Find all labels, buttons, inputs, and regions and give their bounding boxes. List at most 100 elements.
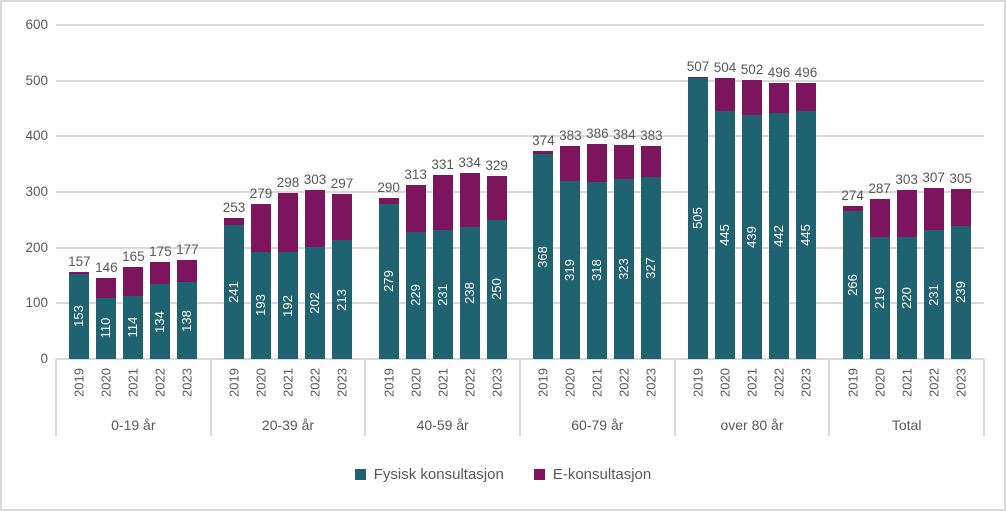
bar-segment-fysisk: [769, 112, 789, 359]
x-axis-year-label: 2023: [179, 368, 195, 397]
x-axis-year-label: 2019: [381, 368, 397, 397]
x-axis-year-label: 2021: [435, 368, 451, 397]
bar-total-label: 334: [458, 155, 481, 171]
bar-segment-e-konsultasjon: [432, 174, 453, 231]
bar-value-label: 445: [717, 224, 732, 246]
bar-segment-e-konsultasjon: [305, 190, 325, 247]
x-axis-year-label: 2021: [899, 368, 915, 397]
gridline: [56, 135, 984, 138]
bar-value-label: 327: [643, 257, 659, 279]
y-axis-tick-label: 500: [25, 72, 48, 88]
x-axis-group-label: Total: [891, 417, 922, 433]
bar-value-label: 219: [871, 287, 887, 309]
x-axis-year-label: 2023: [798, 368, 814, 397]
bar-segment-fysisk: [432, 230, 453, 359]
bar-value-label: 323: [616, 258, 632, 280]
bar-segment-fysisk: [869, 237, 890, 359]
x-axis-group-label: 0-19 år: [111, 417, 156, 433]
bar-segment-e-konsultasjon: [641, 145, 662, 177]
bar-segment-e-konsultasjon: [950, 189, 971, 226]
legend-item-fysisk-konsultasjon: Fysisk konsultasjon: [354, 466, 504, 483]
y-axis-tick-label: 400: [25, 128, 48, 144]
bar-total-label: 496: [794, 64, 818, 80]
x-axis-year-label: 2021: [280, 368, 296, 397]
bar-total-label: 157: [68, 253, 91, 269]
x-axis-year-label: 2021: [744, 368, 760, 397]
legend-item-e-konsultasjon: E-konsultasjon: [533, 466, 652, 483]
bar-total-label: 290: [377, 179, 400, 195]
legend-label-fysisk: Fysisk konsultasjon: [373, 466, 504, 483]
gridline: [56, 191, 984, 193]
bar-segment-e-konsultasjon: [486, 175, 507, 220]
bar-value-label: 279: [380, 270, 396, 293]
x-axis-group-label: over 80 år: [720, 417, 784, 433]
bar-value-label: 134: [152, 310, 168, 333]
y-axis-tick-label: 600: [25, 17, 48, 32]
bar-segment-fysisk: [378, 203, 399, 359]
bar-total-label: 504: [713, 60, 737, 76]
bar-total-label: 287: [868, 181, 891, 197]
category-divider: [673, 359, 676, 436]
bar-value-label: 229: [407, 284, 423, 307]
x-axis-year-label: 2019: [226, 368, 242, 397]
x-axis-year-label: 2022: [152, 368, 168, 397]
bar-segment-fysisk: [842, 210, 863, 359]
bar-segment-fysisk: [688, 77, 708, 359]
bar-segment-e-konsultasjon: [896, 190, 917, 237]
bar-total-label: 384: [613, 127, 636, 143]
legend-label-e-konsultasjon: E-konsultasjon: [552, 466, 652, 483]
bar-segment-e-konsultasjon: [688, 76, 708, 78]
bar-value-label: 241: [226, 281, 241, 303]
bar-total-label: 305: [949, 171, 972, 187]
y-axis-tick-label: 100: [25, 295, 48, 311]
bar-value-label: 138: [179, 309, 195, 332]
bar-total-label: 313: [404, 166, 427, 182]
bar-value-label: 231: [925, 283, 941, 306]
bar-total-label: 331: [431, 156, 454, 172]
gridline: [56, 246, 984, 249]
bar-total-label: 502: [740, 61, 764, 77]
x-axis-year-label: 2021: [125, 368, 141, 397]
bar-segment-fysisk: [69, 273, 90, 359]
bar-total-label: 253: [222, 200, 246, 216]
bar-segment-fysisk: [796, 111, 816, 359]
bar-value-label: 192: [280, 294, 295, 317]
bar-value-label: 445: [798, 224, 813, 246]
x-axis-year-label: 2019: [690, 368, 706, 397]
bar-segment-e-konsultasjon: [177, 260, 198, 283]
bar-segment-fysisk: [96, 297, 117, 359]
bar-segment-fysisk: [224, 224, 244, 359]
gridline: [56, 79, 984, 82]
bar-value-label: 193: [253, 294, 268, 317]
bar-total-label: 307: [922, 170, 945, 186]
x-axis-year-label: 2020: [253, 368, 269, 397]
bar-segment-fysisk: [950, 225, 971, 359]
x-axis-group-label: 20-39 år: [261, 417, 315, 433]
bar-segment-fysisk: [533, 154, 554, 359]
x-axis-year-label: 2023: [334, 368, 350, 397]
bar-segment-e-konsultasjon: [842, 206, 863, 211]
bar-segment-fysisk: [150, 284, 171, 359]
category-divider: [983, 359, 985, 436]
x-axis-year-label: 2021: [589, 368, 605, 397]
x-axis-year-label: 2020: [408, 368, 424, 397]
x-axis-year-label: 2023: [953, 368, 969, 397]
bar-value-label: 239: [952, 281, 968, 304]
bar-segment-fysisk: [459, 226, 480, 359]
bar-value-label: 238: [461, 281, 477, 304]
bar-value-label: 319: [562, 259, 578, 282]
x-axis-year-label: 2022: [926, 368, 942, 397]
bar-segment-e-konsultasjon: [224, 218, 244, 225]
x-axis-year-label: 2020: [98, 368, 114, 397]
bar-segment-fysisk: [641, 176, 662, 359]
x-axis-year-label: 2023: [489, 368, 505, 397]
x-axis-year-label: 2022: [307, 368, 323, 397]
x-axis-year-label: 2022: [771, 368, 787, 397]
bar-value-label: 505: [690, 207, 705, 230]
bar-value-label: 231: [434, 283, 450, 306]
x-axis-year-label: 2020: [717, 368, 733, 397]
bar-value-label: 250: [488, 278, 504, 301]
x-axis-year-label: 2022: [462, 368, 478, 397]
bar-segment-e-konsultasjon: [278, 193, 298, 253]
bar-value-label: 213: [334, 288, 349, 311]
